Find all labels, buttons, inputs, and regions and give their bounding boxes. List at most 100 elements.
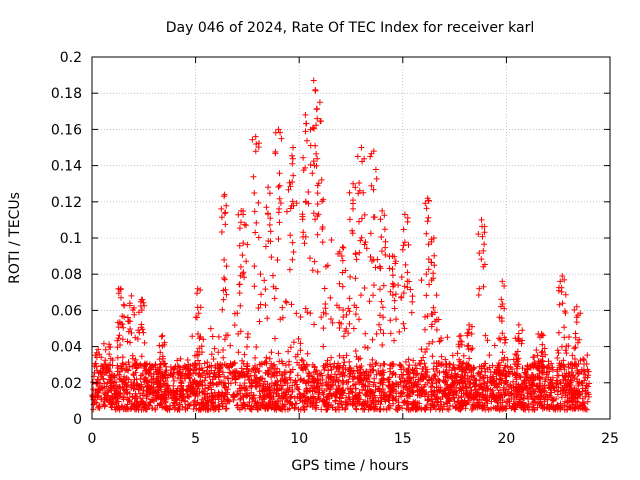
data-point	[422, 313, 428, 320]
data-point	[453, 392, 460, 398]
data-point	[556, 360, 563, 367]
data-point	[100, 340, 107, 347]
data-point	[100, 376, 107, 383]
data-point	[338, 320, 345, 327]
data-point	[259, 401, 266, 408]
data-point	[381, 212, 388, 219]
data-point	[351, 374, 358, 380]
data-point	[466, 391, 473, 398]
x-tick-label: 5	[191, 431, 200, 447]
data-point	[238, 219, 244, 226]
data-point	[201, 394, 208, 401]
data-point	[491, 381, 498, 388]
data-point	[562, 291, 569, 298]
data-point	[314, 213, 321, 219]
y-tick-label: 0.12	[51, 195, 82, 211]
data-point	[171, 377, 177, 384]
data-point	[521, 395, 528, 401]
data-point	[121, 381, 128, 388]
data-point	[241, 380, 248, 387]
data-point	[249, 395, 255, 402]
data-point	[194, 304, 201, 311]
data-point	[240, 240, 247, 247]
data-point	[346, 295, 353, 302]
data-point	[276, 205, 283, 212]
data-point	[231, 372, 238, 379]
data-point	[252, 133, 259, 140]
data-point	[480, 247, 487, 254]
data-point	[467, 379, 474, 386]
data-point	[279, 406, 286, 413]
data-point	[369, 389, 376, 396]
data-point	[126, 300, 133, 307]
data-point	[498, 370, 505, 376]
data-point	[141, 339, 148, 346]
data-point	[221, 336, 228, 343]
data-point	[451, 378, 458, 385]
data-point	[351, 302, 358, 309]
data-point	[362, 382, 369, 389]
data-point	[193, 380, 200, 387]
data-point	[220, 354, 227, 361]
data-point	[156, 342, 163, 349]
data-point	[577, 357, 584, 364]
data-point	[344, 385, 351, 392]
data-point	[474, 389, 481, 396]
data-point	[456, 380, 463, 387]
data-point	[575, 382, 582, 389]
data-point	[443, 399, 450, 406]
data-point	[457, 404, 464, 411]
data-point	[237, 396, 244, 403]
data-point	[253, 344, 260, 350]
data-point	[539, 341, 546, 348]
data-point	[109, 401, 116, 408]
data-point	[412, 404, 418, 411]
data-point	[210, 370, 217, 377]
data-point	[558, 343, 565, 350]
data-point	[352, 381, 358, 388]
data-point	[266, 221, 273, 228]
data-point	[519, 365, 526, 372]
data-point	[583, 382, 590, 389]
data-point	[218, 205, 225, 212]
data-point	[470, 372, 477, 379]
data-point	[493, 405, 500, 412]
data-point	[424, 397, 431, 404]
data-point	[204, 399, 211, 406]
data-point	[502, 362, 509, 369]
data-point	[245, 370, 251, 377]
data-point	[363, 376, 370, 383]
data-point	[343, 352, 350, 359]
data-point	[160, 392, 167, 398]
data-point	[438, 387, 444, 394]
data-point	[222, 400, 229, 407]
data-point	[496, 335, 502, 342]
data-point	[568, 379, 574, 386]
data-point	[120, 394, 127, 401]
data-point	[315, 180, 322, 187]
data-point	[454, 350, 461, 357]
data-point	[572, 334, 579, 341]
data-point	[469, 345, 476, 352]
data-point	[458, 363, 465, 370]
data-point	[235, 349, 242, 356]
data-point	[389, 292, 396, 299]
data-point	[404, 398, 411, 405]
data-point	[343, 394, 350, 401]
data-point	[243, 393, 250, 400]
data-point	[336, 304, 343, 311]
data-point	[395, 383, 402, 390]
data-point	[358, 144, 365, 151]
y-tick-label: 0.08	[51, 267, 82, 283]
data-point	[272, 335, 278, 342]
data-point	[217, 365, 224, 372]
data-point	[249, 396, 256, 402]
data-point	[237, 272, 244, 279]
data-point	[252, 148, 259, 155]
data-point	[134, 364, 140, 371]
data-point	[314, 190, 321, 197]
data-point	[162, 398, 169, 405]
data-point	[412, 362, 419, 369]
data-point	[177, 401, 184, 408]
data-point	[429, 311, 436, 318]
